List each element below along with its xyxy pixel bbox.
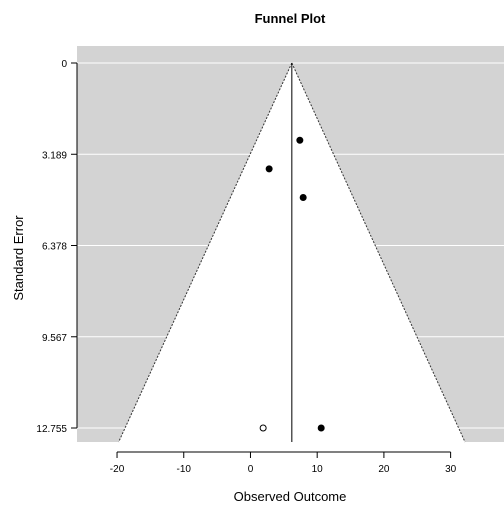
- funnel-left-boundary: [118, 62, 293, 443]
- x-tick-label-2: 0: [248, 464, 254, 475]
- y-tick-label-3: 9.567: [42, 333, 67, 344]
- y-tick-label-2: 6.378: [42, 242, 67, 253]
- y-axis-title: Standard Error: [11, 215, 26, 301]
- data-point-1: [265, 165, 273, 173]
- x-tick-label-1: -10: [177, 464, 192, 475]
- data-point-2: [299, 193, 307, 201]
- y-tick-label-1: 3.189: [42, 150, 67, 161]
- x-tick-label-5: 30: [445, 464, 457, 475]
- y-tick-label-0: 0: [61, 59, 67, 70]
- data-point-3: [317, 424, 325, 432]
- data-point-0: [296, 136, 304, 144]
- x-tick-label-3: 10: [312, 464, 324, 475]
- x-axis-title: Observed Outcome: [234, 489, 347, 504]
- data-points: [259, 136, 325, 432]
- y-tick-label-4: 12.755: [36, 424, 67, 435]
- x-axis: -20 -10 0 10 20 30: [110, 451, 457, 475]
- chart-title: Funnel Plot: [255, 11, 326, 26]
- x-tick-label-0: -20: [110, 464, 125, 475]
- data-point-4: [259, 424, 267, 432]
- y-axis: 0 3.189 6.378 9.567 12.755: [36, 59, 78, 435]
- x-tick-label-4: 20: [378, 464, 390, 475]
- plot-area: [77, 46, 504, 443]
- funnel-right-boundary: [291, 62, 466, 443]
